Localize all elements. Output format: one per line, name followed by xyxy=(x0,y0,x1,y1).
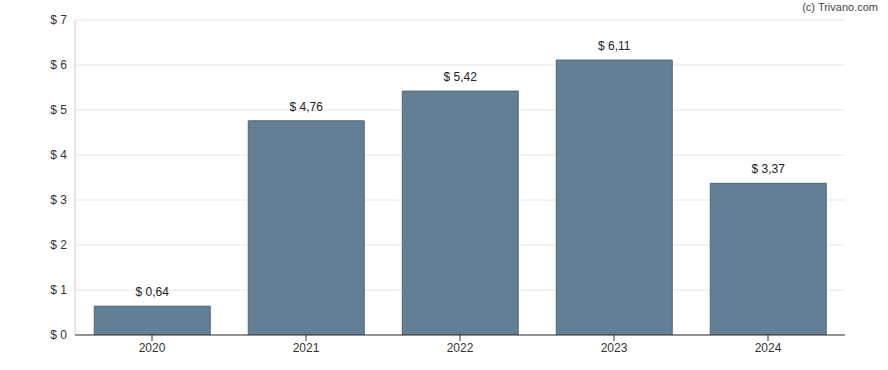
svg-text:$ 3: $ 3 xyxy=(50,193,67,207)
svg-text:$ 4: $ 4 xyxy=(50,148,67,162)
svg-text:$ 3,37: $ 3,37 xyxy=(752,162,786,176)
svg-text:2024: 2024 xyxy=(755,341,782,355)
svg-text:$ 1: $ 1 xyxy=(50,283,67,297)
svg-text:2020: 2020 xyxy=(139,341,166,355)
svg-text:$ 0: $ 0 xyxy=(50,328,67,342)
svg-text:$ 6: $ 6 xyxy=(50,58,67,72)
svg-text:$ 5: $ 5 xyxy=(50,103,67,117)
svg-text:$ 5,42: $ 5,42 xyxy=(444,70,478,84)
html-text:(c) Trivano.com: (c) Trivano.com xyxy=(802,1,878,13)
svg-text:$ 7: $ 7 xyxy=(50,13,67,27)
svg-text:$ 6,11: $ 6,11 xyxy=(598,39,631,53)
svg-text:$ 0,64: $ 0,64 xyxy=(136,285,170,299)
svg-text:$ 2: $ 2 xyxy=(50,238,67,252)
svg-text:2021: 2021 xyxy=(293,341,320,355)
svg-text:2022: 2022 xyxy=(447,341,474,355)
svg-text:2023: 2023 xyxy=(601,341,628,355)
svg-text:$ 4,76: $ 4,76 xyxy=(290,100,324,114)
